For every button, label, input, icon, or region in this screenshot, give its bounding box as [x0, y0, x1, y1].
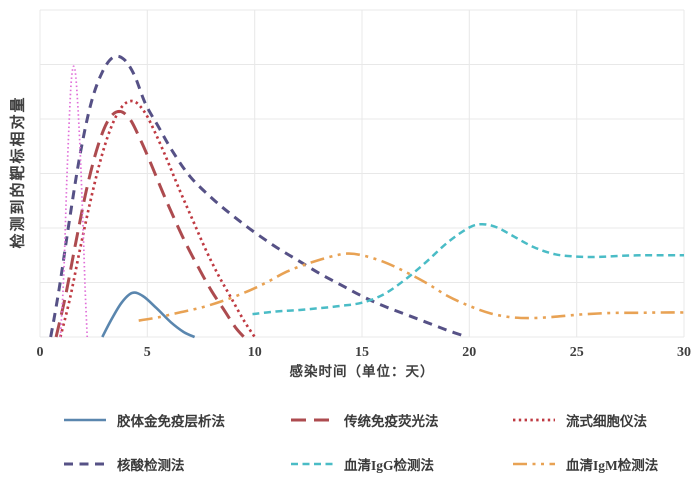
curve-serum-igm-test — [138, 252, 685, 322]
legend-label: 血清IgM检测法 — [566, 457, 659, 473]
legend-swatch-nucleic-acid-test — [64, 462, 106, 465]
x-tick-label: 30 — [677, 345, 691, 360]
legend-item-colloidal-gold-immunochromatography: 胶体金免疫层析法 — [62, 408, 289, 431]
legend-swatch-colloidal-gold-immunochromatography — [64, 418, 106, 421]
legend-label: 胶体金免疫层析法 — [117, 413, 225, 429]
x-tick-label: 5 — [144, 345, 151, 360]
legend-item-serum-igm-test: 血清IgM检测法 — [511, 452, 688, 475]
curve-unlabeled-pink-spike — [59, 65, 89, 338]
x-axis-label: 感染时间（单位：天） — [289, 364, 435, 379]
legend-swatch-traditional-immunofluorescence — [291, 418, 333, 421]
x-tick-label: 0 — [37, 345, 44, 360]
legend-label: 流式细胞仪法 — [566, 413, 647, 429]
curve-nucleic-acid-test — [49, 54, 468, 339]
plot-area: 0 5 10 15 20 25 30 — [37, 9, 691, 360]
legend-label: 血清IgG检测法 — [344, 457, 435, 473]
curve-serum-igg-test — [252, 222, 684, 316]
x-tick-label: 20 — [462, 345, 476, 360]
legend-label: 核酸检测法 — [117, 457, 185, 473]
legend-item-flow-cytometry: 流式细胞仪法 — [511, 408, 688, 431]
y-axis-label: 检测到的靶标相对量 — [10, 95, 27, 249]
curve-flow-cytometry — [59, 99, 256, 338]
legend-label: 传统免疫荧光法 — [344, 413, 439, 429]
legend-item-nucleic-acid-test: 核酸检测法 — [62, 452, 289, 475]
legend-item-traditional-immunofluorescence: 传统免疫荧光法 — [289, 408, 511, 431]
legend-item-serum-igg-test: 血清IgG检测法 — [289, 452, 511, 475]
legend-swatch-flow-cytometry — [513, 418, 555, 421]
curve-colloidal-gold-immunochromatography — [101, 291, 196, 339]
chart-legend: 胶体金免疫层析法 传统免疫荧光法 流式细胞仪法核酸检测法 血清IgG检测法 血清IgM检… — [62, 408, 688, 475]
curve-traditional-immunofluorescence — [54, 109, 246, 339]
x-tick-label: 25 — [570, 345, 584, 360]
legend-swatch-serum-igg-test — [291, 462, 333, 465]
x-tick-label: 15 — [355, 345, 369, 360]
legend-swatch-serum-igm-test — [513, 462, 555, 465]
x-tick-label: 10 — [248, 345, 262, 360]
